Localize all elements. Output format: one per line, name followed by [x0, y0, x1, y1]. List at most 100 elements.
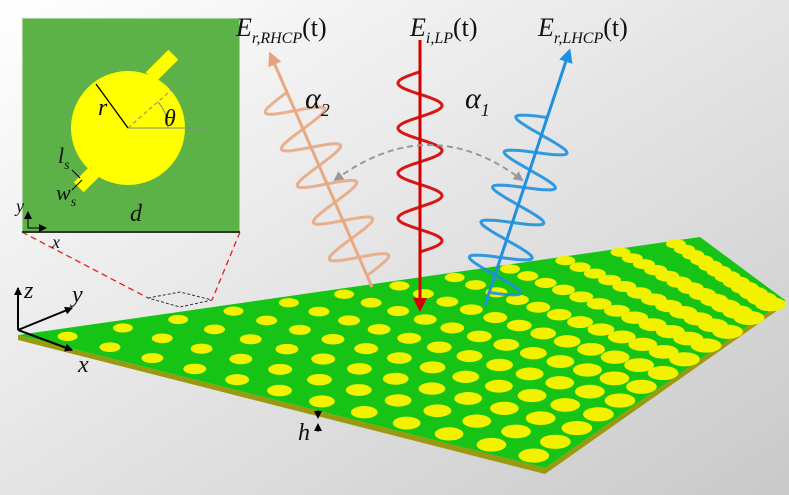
- patch: [755, 297, 786, 311]
- patch: [445, 273, 465, 282]
- patch: [545, 376, 574, 389]
- patch: [457, 350, 483, 362]
- patch: [550, 398, 580, 412]
- patch: [648, 366, 679, 380]
- patch: [501, 425, 531, 439]
- patch: [526, 411, 556, 425]
- patch: [626, 380, 657, 394]
- patch: [322, 334, 345, 345]
- patch: [427, 341, 452, 352]
- patch: [436, 297, 458, 307]
- patch: [605, 393, 636, 407]
- patch: [517, 271, 538, 281]
- patch: [240, 334, 262, 344]
- patch: [467, 331, 492, 342]
- patch: [577, 343, 605, 356]
- patch: [486, 359, 513, 371]
- patch: [308, 307, 329, 317]
- label-x: x: [77, 352, 89, 378]
- patch: [573, 363, 602, 376]
- patch: [383, 373, 409, 385]
- patch: [485, 380, 513, 393]
- patch: [307, 374, 332, 385]
- patch: [361, 298, 382, 308]
- patch: [562, 421, 593, 435]
- patch: [493, 339, 519, 351]
- patch: [224, 306, 244, 315]
- patch: [338, 315, 360, 325]
- label-r: r: [98, 95, 108, 121]
- patch: [518, 389, 547, 402]
- patch: [601, 351, 630, 364]
- patch: [460, 304, 483, 315]
- patch: [141, 353, 163, 363]
- patch: [424, 404, 452, 417]
- patch: [477, 438, 507, 452]
- patch: [734, 311, 765, 325]
- patch: [334, 290, 354, 299]
- patch: [385, 394, 412, 406]
- patch: [435, 427, 464, 440]
- patch: [351, 406, 378, 418]
- patch: [452, 371, 479, 383]
- patch: [440, 322, 464, 333]
- patch: [225, 374, 249, 385]
- patch: [152, 333, 173, 343]
- label-x: x: [51, 232, 60, 252]
- patch: [183, 364, 206, 375]
- label-y: y: [70, 282, 83, 308]
- patch: [289, 325, 311, 335]
- label-h: h: [298, 420, 310, 446]
- patch: [547, 309, 572, 320]
- inset: r θ ls ws d y x: [14, 18, 240, 252]
- patch: [490, 402, 519, 415]
- patch: [275, 344, 298, 355]
- patch: [168, 315, 188, 324]
- patch: [530, 327, 556, 339]
- patch: [279, 298, 299, 307]
- patch: [526, 302, 550, 313]
- patch: [256, 316, 277, 326]
- patch: [368, 324, 391, 335]
- patch: [600, 372, 630, 386]
- patch: [520, 347, 547, 359]
- patch: [546, 355, 574, 368]
- label-theta: θ: [164, 106, 176, 132]
- patch: [309, 395, 335, 407]
- patch: [413, 289, 434, 299]
- patch: [535, 278, 557, 288]
- patch: [347, 363, 372, 374]
- patch: [191, 344, 213, 354]
- patch: [387, 306, 409, 316]
- patch: [454, 392, 482, 405]
- patch: [419, 382, 446, 394]
- patch: [393, 417, 421, 430]
- patch: [575, 385, 605, 399]
- patch: [229, 354, 252, 365]
- patch: [58, 332, 78, 341]
- label-y: y: [14, 196, 24, 216]
- patch: [518, 448, 549, 462]
- patch: [397, 333, 421, 344]
- patch: [100, 342, 121, 352]
- patch: [346, 384, 372, 396]
- patch: [500, 264, 520, 273]
- patch: [204, 325, 225, 335]
- patch: [669, 352, 700, 366]
- patch: [267, 385, 292, 396]
- label-z: z: [23, 278, 34, 304]
- patch: [414, 314, 437, 325]
- patch: [462, 414, 491, 427]
- patch: [268, 364, 292, 375]
- patch: [552, 285, 575, 296]
- patch: [540, 435, 571, 449]
- patch: [712, 325, 743, 339]
- patch: [420, 361, 446, 373]
- patch: [483, 312, 507, 323]
- patch: [691, 338, 722, 352]
- patch: [554, 335, 581, 347]
- patch: [354, 343, 378, 354]
- patch: [516, 367, 544, 380]
- patch: [507, 320, 532, 331]
- label-d: d: [130, 201, 143, 227]
